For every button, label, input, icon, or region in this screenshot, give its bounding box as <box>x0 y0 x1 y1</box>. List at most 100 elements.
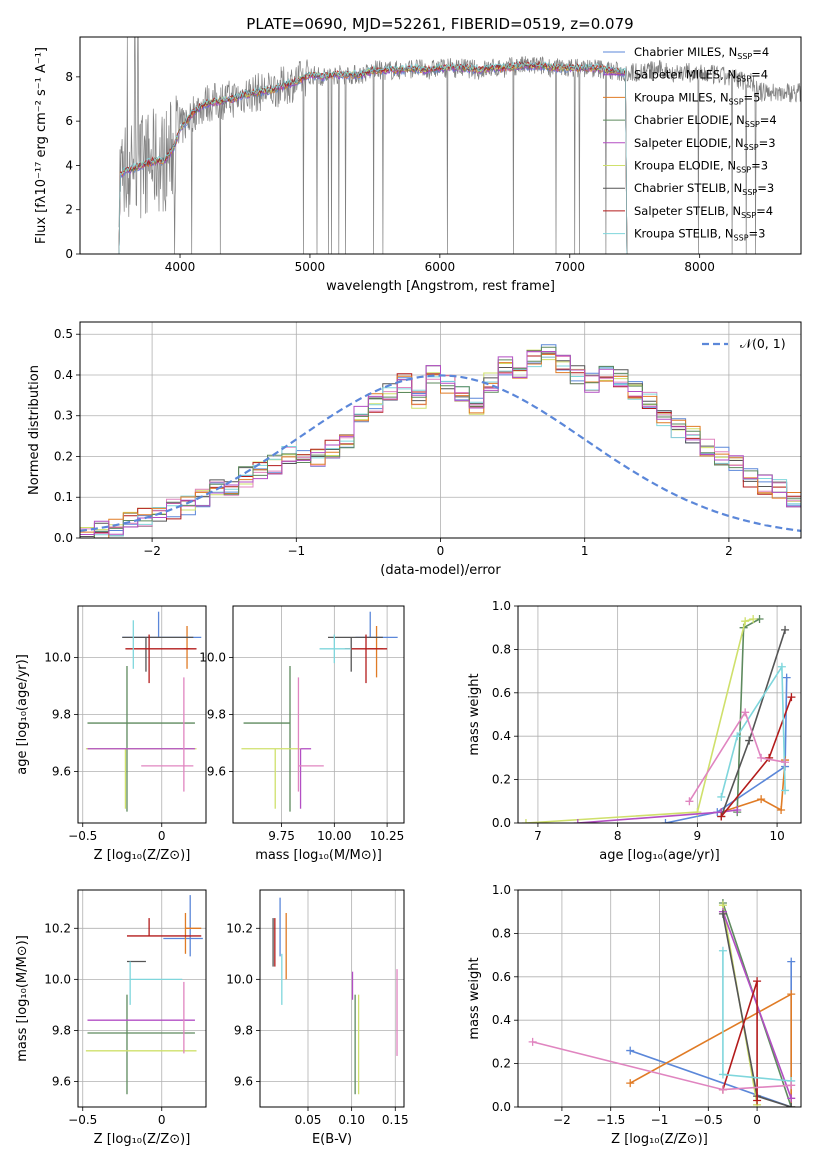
legend-entry-0: Chabrier MILES, NSSP=4 <box>634 45 769 61</box>
plot-area <box>528 899 796 1107</box>
legend-label: Salpeter ELODIE, N <box>634 136 744 150</box>
legend-subscript: SSP <box>742 188 757 197</box>
x-axis-label: mass [log₁₀(M/M⊙)] <box>255 848 382 863</box>
y-tick-label: 0.8 <box>492 642 511 656</box>
weight-marker-8 <box>741 708 750 717</box>
y-tick-label: 6 <box>65 114 73 128</box>
x-tick-label: 6000 <box>425 260 456 274</box>
model-line-7 <box>118 60 628 254</box>
panel-weight_vs_age: 7 8 9 10 0.0 0.2 0.4 0.6 0.8 1.0 age [log₁₀(age/yr… <box>467 599 802 863</box>
weight-line-1 <box>721 760 786 813</box>
axes-frame <box>517 605 802 824</box>
panel-histogram: −2 −1 0 1 2 0.0 0.1 0.2 0.3 0.4 0.5 (data-model)/er… <box>27 321 802 578</box>
y-tick-label: 10.0 <box>44 650 71 664</box>
weight-marker-8 <box>528 1037 537 1046</box>
legend-entry-5: Kroupa ELODIE, NSSP=3 <box>634 159 768 175</box>
weight-marker-7 <box>777 662 786 671</box>
weight-marker-8 <box>787 1081 796 1090</box>
y-tick-label: 0.6 <box>492 686 511 700</box>
legend-label: Kroupa MILES, N <box>634 90 729 104</box>
weight-marker-7 <box>733 732 742 741</box>
legend-tail: =4 <box>752 45 769 59</box>
weight-marker-4 <box>573 819 582 823</box>
x-tick-label: 0 <box>437 544 445 558</box>
axes-frame <box>517 889 802 1108</box>
weight-marker-0 <box>661 819 670 823</box>
x-tick-label: 0 <box>158 1113 166 1127</box>
y-axis-label: Normed distribution <box>27 365 42 495</box>
x-axis-label: Z [log₁₀(Z/Z⊙)] <box>94 1132 191 1147</box>
y-tick-label: 10.0 <box>44 972 71 986</box>
y-tick-label: 0.0 <box>492 816 511 830</box>
legend-entry-2: Kroupa MILES, NSSP=5 <box>634 90 760 106</box>
panel-mass_vs_Z: −0.5 0 9.6 9.8 10.0 10.2 Z [log₁₀(Z/Z⊙)] mass [… <box>15 889 207 1147</box>
legend-entry-7: Salpeter STELIB, NSSP=4 <box>634 204 773 220</box>
axes-frame <box>259 889 405 1108</box>
y-tick-label: 9.6 <box>52 1074 71 1088</box>
x-tick-label: −2 <box>553 1113 571 1127</box>
weight-marker-8 <box>781 758 790 767</box>
weight-marker-0 <box>787 957 796 966</box>
plot-area <box>521 615 796 823</box>
weight-marker-8 <box>685 797 694 806</box>
x-tick-label: 10.25 <box>370 829 404 843</box>
weight-marker-1 <box>787 990 796 999</box>
x-tick-label: 0.10 <box>338 1113 365 1127</box>
weight-marker-0 <box>626 1046 635 1055</box>
legend-subscript: SSP <box>744 143 759 152</box>
plot-area <box>80 344 801 538</box>
legend-entry-4: Salpeter ELODIE, NSSP=3 <box>634 136 776 152</box>
weight-marker-6 <box>753 977 762 986</box>
x-tick-label: −1 <box>651 1113 669 1127</box>
x-axis-label: age [log₁₀(age/yr)] <box>599 848 720 863</box>
panel-age_vs_mass: 9.75 10.00 10.25 9.6 9.8 10.0 mass [log₁₀(M/M⊙… <box>199 605 405 863</box>
weight-marker-5 <box>718 909 727 918</box>
y-tick-label: 9.8 <box>52 708 71 722</box>
x-tick-label: 1 <box>581 544 589 558</box>
x-tick-label: 0 <box>753 1113 761 1127</box>
y-tick-label: 10.2 <box>226 921 253 935</box>
y-tick-label: 0.8 <box>492 926 511 940</box>
x-tick-label: 0.15 <box>382 1113 409 1127</box>
weight-marker-6 <box>787 693 796 702</box>
x-tick-label: −2 <box>143 544 161 558</box>
histogram-steps-8 <box>80 351 801 535</box>
y-tick-label: 0.6 <box>492 970 511 984</box>
y-tick-label: 10.0 <box>199 650 226 664</box>
weight-marker-7 <box>718 1070 727 1079</box>
x-tick-label: 10 <box>769 829 784 843</box>
y-axis-label: mass weight <box>467 957 482 1039</box>
weight-marker-7 <box>717 792 726 801</box>
y-tick-label: 0.1 <box>54 490 73 504</box>
figure-title: PLATE=0690, MJD=52261, FIBERID=0519, z=0… <box>246 15 633 33</box>
y-tick-label: 0.2 <box>492 1057 511 1071</box>
legend-tail: =3 <box>749 227 766 241</box>
y-tick-label: 0.4 <box>54 368 73 382</box>
y-axis-label: mass [log₁₀(M/M⊙)] <box>15 935 30 1062</box>
legend-subscript: SSP <box>734 234 749 243</box>
plot-area <box>272 897 398 1095</box>
legend-tail: =5 <box>744 90 761 104</box>
weight-marker-5 <box>781 625 790 634</box>
weight-marker-1 <box>777 805 786 814</box>
x-axis-label: wavelength [Angstrom, rest frame] <box>326 279 555 294</box>
y-tick-label: 0.3 <box>54 409 73 423</box>
legend-tail: =3 <box>751 159 768 173</box>
x-tick-label: 0.05 <box>295 1113 322 1127</box>
legend-subscript: SSP <box>741 211 756 220</box>
legend-label: Kroupa ELODIE, N <box>634 159 736 173</box>
x-tick-label: 7 <box>534 829 542 843</box>
weight-marker-7 <box>781 786 790 795</box>
y-tick-label: 10.2 <box>44 921 71 935</box>
y-tick-label: 0.5 <box>54 327 73 341</box>
x-tick-label: 9.75 <box>268 829 295 843</box>
weight-marker-3 <box>521 819 530 823</box>
panel-spectrum: 4000 5000 6000 7000 8000 0 2 4 6 8 wavelength [Ang… <box>34 36 802 294</box>
legend-tail: =4 <box>751 68 768 82</box>
y-tick-label: 9.6 <box>234 1074 253 1088</box>
weight-marker-3 <box>749 615 758 624</box>
axes-frame <box>77 605 207 824</box>
x-tick-label: 9 <box>694 829 702 843</box>
legend-tail: =3 <box>759 136 776 150</box>
y-tick-label: 0 <box>65 247 73 261</box>
